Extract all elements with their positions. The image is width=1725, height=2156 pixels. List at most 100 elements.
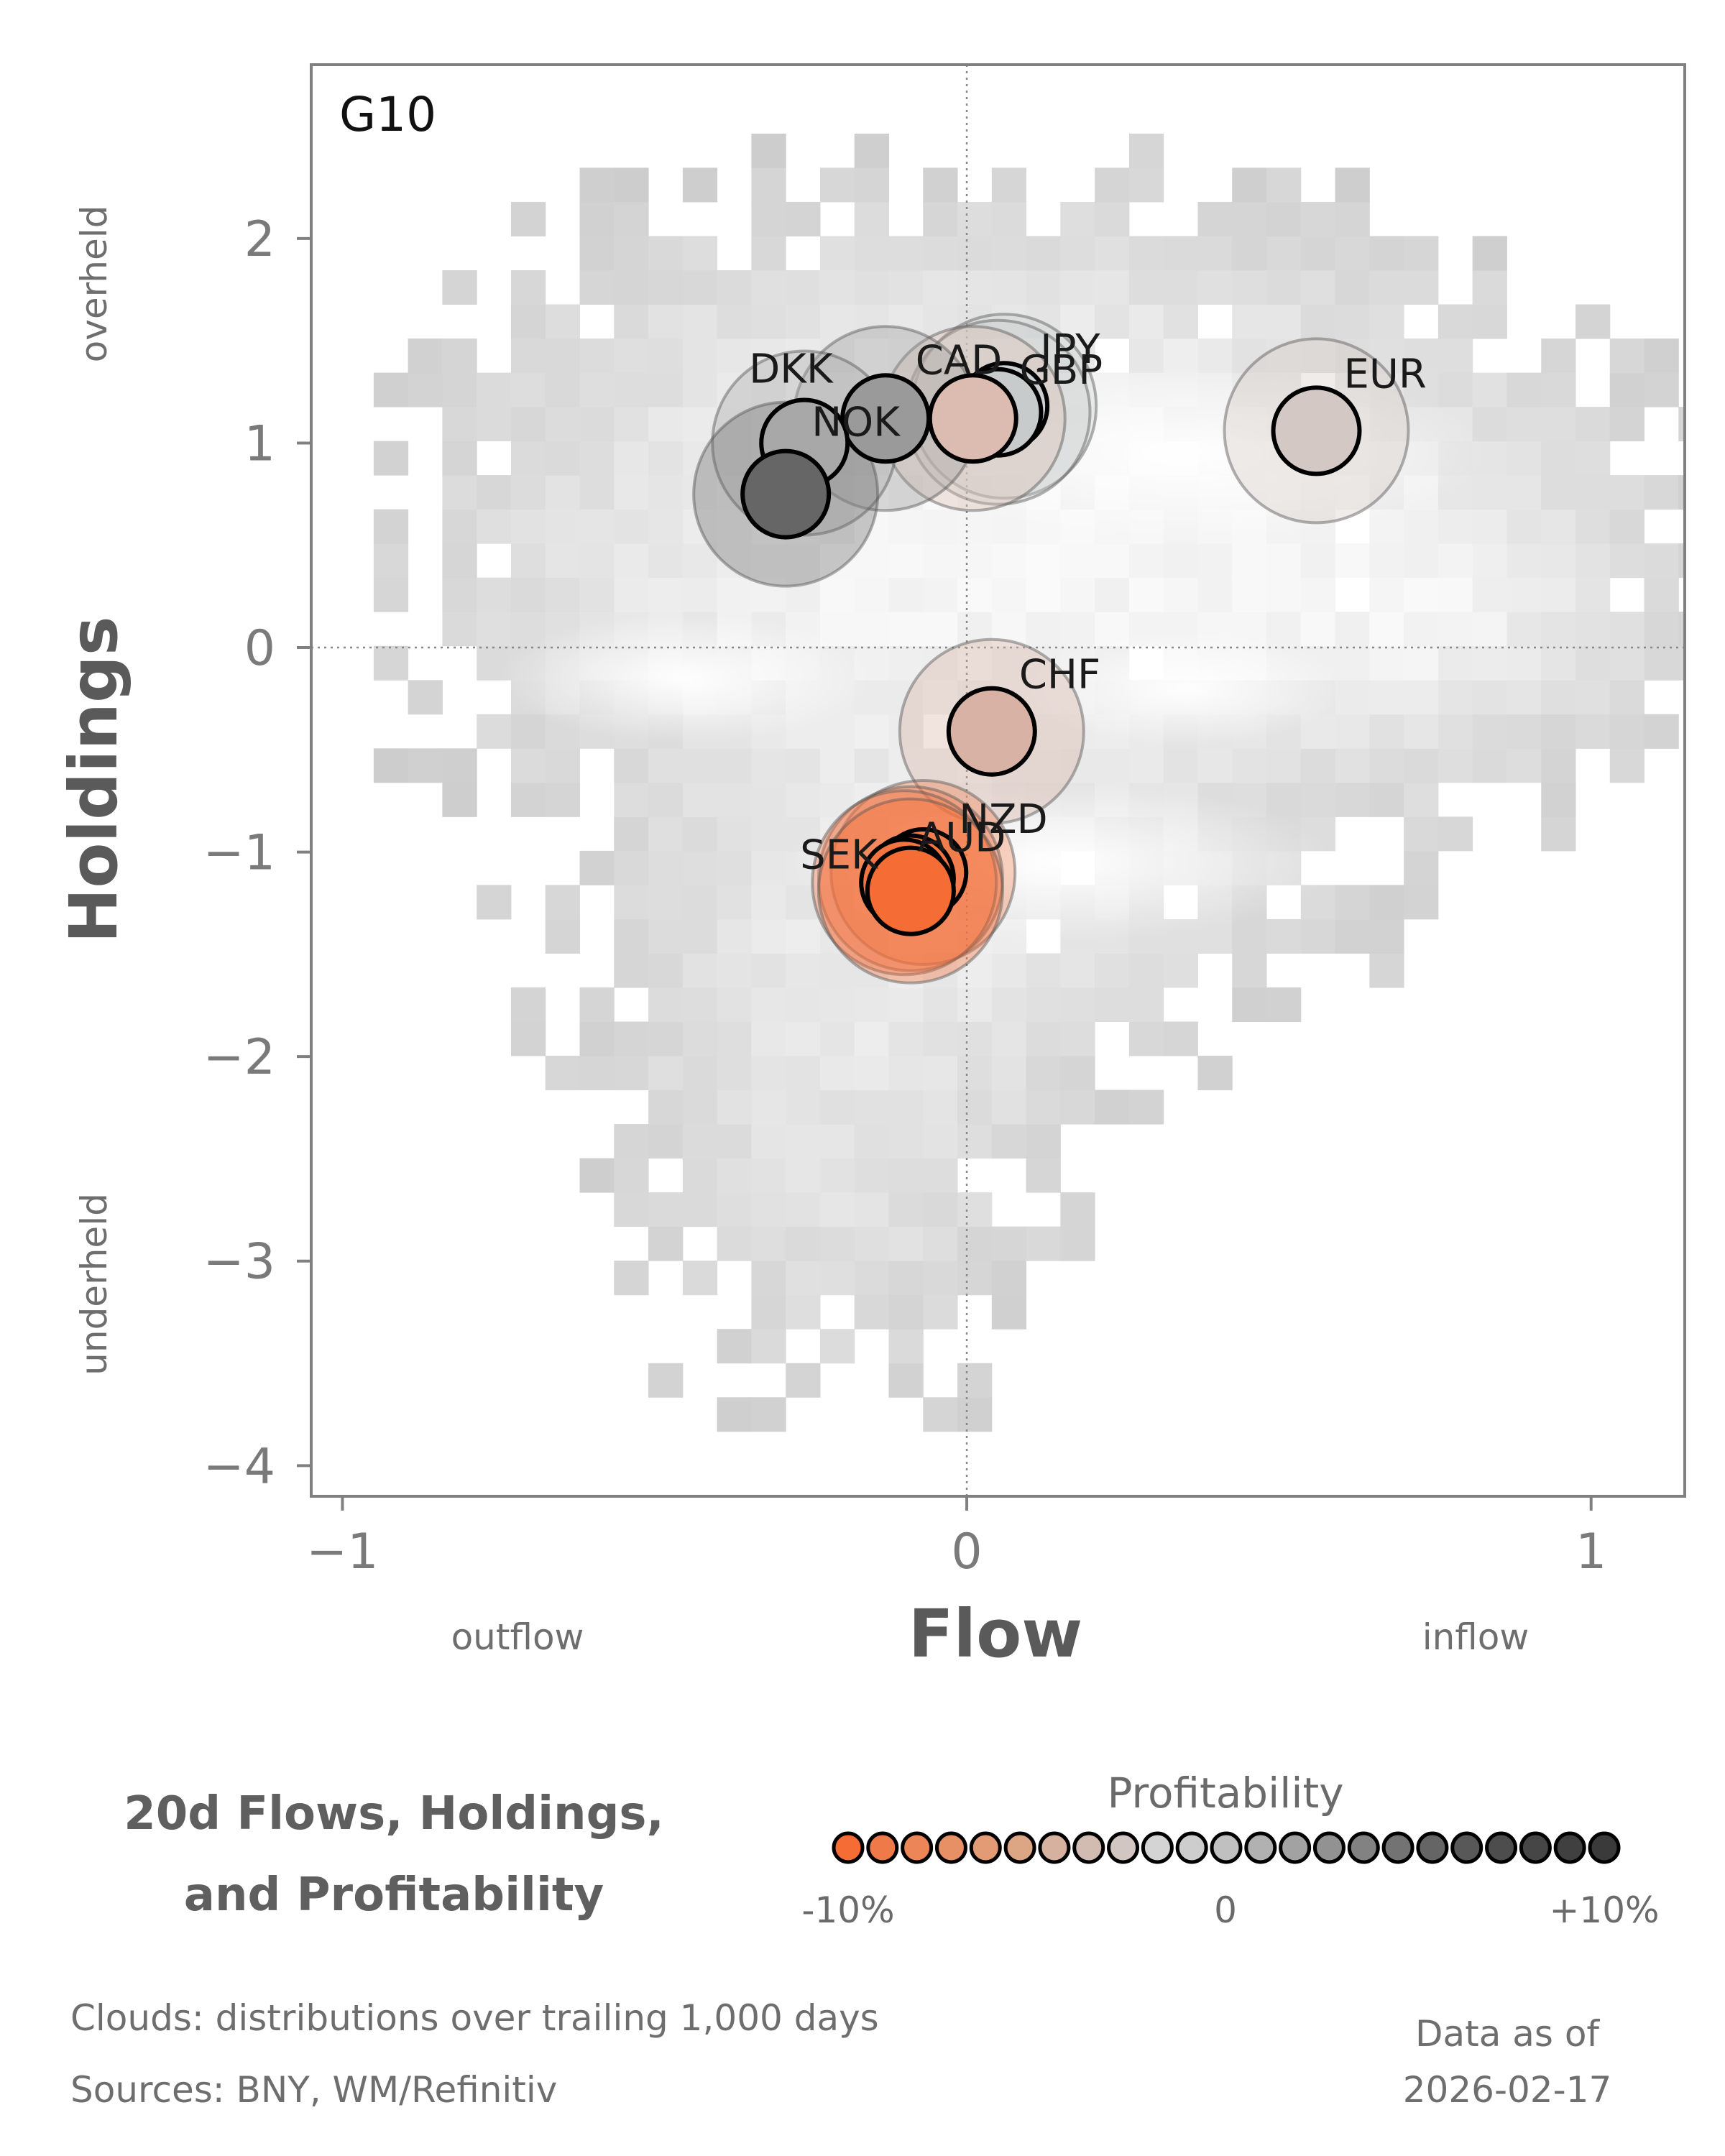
cloud-cell (751, 1397, 786, 1432)
cloud-cell (1060, 543, 1095, 579)
cloud-cell (648, 509, 684, 544)
cloud-cell (1472, 509, 1507, 544)
cloud-cell (1644, 338, 1679, 374)
cloud-cell (408, 748, 443, 783)
cloud-cell (751, 1261, 786, 1296)
cloud-cell (923, 1261, 958, 1296)
cloud-cell (1609, 372, 1645, 407)
cloud-highlight (499, 613, 873, 743)
cloud-cell (1506, 714, 1542, 749)
cloud-cell (888, 714, 924, 749)
legend-swatch (1244, 1831, 1277, 1864)
cloud-cell (1404, 612, 1439, 647)
cloud-cell (819, 748, 855, 783)
cloud-cell (751, 1192, 786, 1227)
cloud-cell (1506, 748, 1542, 783)
cloud-cell (545, 509, 581, 544)
cloud-cell (1506, 612, 1542, 647)
x-tick-label: −1 (306, 1524, 378, 1580)
cloud-cell (717, 270, 752, 305)
cloud-cell (854, 1261, 889, 1296)
cloud-cell (1506, 441, 1542, 476)
cloud-cell (682, 1056, 718, 1091)
cloud-cell (923, 1089, 958, 1125)
cloud-cell (854, 475, 889, 510)
cloud-cell (717, 1124, 752, 1159)
cloud-cell (957, 1089, 993, 1125)
cloud-cell (1232, 201, 1267, 236)
cloud-cell (1472, 475, 1507, 510)
cloud-cell (717, 407, 752, 442)
cloud-cell (545, 338, 581, 374)
cloud-cell (957, 1124, 993, 1159)
cloud-cell (373, 577, 409, 612)
cloud-cell (1197, 748, 1233, 783)
legend-title: Profitability (1107, 1769, 1343, 1818)
cloud-cell (991, 1294, 1027, 1330)
point-eur (1271, 385, 1362, 476)
cloud-cell (1369, 714, 1404, 749)
cloud-cell (1232, 577, 1267, 612)
legend-swatch (1003, 1831, 1036, 1864)
legend-swatch (1312, 1831, 1346, 1864)
cloud-cell (751, 270, 786, 305)
cloud-cell (751, 304, 786, 339)
cloud-cell (510, 304, 546, 339)
cloud-cell (648, 236, 684, 271)
cloud-cell (1026, 953, 1061, 988)
cloud-cell (1438, 304, 1473, 339)
cloud-cell (1575, 407, 1611, 442)
legend-swatch (1175, 1831, 1208, 1864)
cloud-cell (957, 953, 993, 988)
cloud-cell (1438, 714, 1473, 749)
cloud-cell (751, 885, 786, 920)
cloud-cell (1300, 612, 1336, 647)
cloud-cell (1335, 885, 1370, 920)
cloud-cell (751, 1294, 786, 1330)
cloud-cell (614, 201, 649, 236)
cloud-cell (1128, 577, 1164, 612)
cloud-cell (648, 543, 684, 579)
cloud-cell (477, 372, 512, 407)
cloud-cell (1128, 1089, 1164, 1125)
cloud-cell (786, 1021, 821, 1056)
cloud-cell (1026, 748, 1061, 783)
legend-swatch (969, 1831, 1002, 1864)
cloud-cell (717, 372, 752, 407)
cloud-cell (614, 509, 649, 544)
cloud-cell (442, 372, 477, 407)
cloud-cell (1506, 475, 1542, 510)
point-cad (927, 373, 1018, 464)
cloud-cell (923, 201, 958, 236)
cloud-cell (614, 816, 649, 852)
cloud-cell (957, 201, 993, 236)
cloud-cell (682, 372, 718, 407)
cloud-cell (1472, 748, 1507, 783)
cloud-cell (442, 612, 477, 647)
cloud-cell (1609, 612, 1645, 647)
cloud-cell (1060, 236, 1095, 271)
cloud-cell (1060, 1089, 1095, 1125)
cloud-cell (477, 475, 512, 510)
cloud-cell (648, 1124, 684, 1159)
cloud-cell (1506, 407, 1542, 442)
cloud-cell (1678, 407, 1685, 442)
cloud-cell (648, 1056, 684, 1091)
cloud-cell (614, 407, 649, 442)
cloud-cell (545, 577, 581, 612)
cloud-cell (614, 1021, 649, 1056)
cloud-cell (1644, 714, 1679, 749)
cloud-cell (648, 407, 684, 442)
cloud-cell (923, 987, 958, 1023)
cloud-cell (717, 1089, 752, 1125)
cloud-cell (1472, 577, 1507, 612)
cloud-cell (717, 816, 752, 852)
cloud-cell (442, 338, 477, 374)
cloud-cell (957, 1261, 993, 1296)
cloud-cell (854, 543, 889, 579)
cloud-cell (819, 167, 855, 203)
cloud-cell (786, 953, 821, 988)
cloud-cell (614, 167, 649, 203)
label-dkk: DKK (749, 346, 834, 392)
